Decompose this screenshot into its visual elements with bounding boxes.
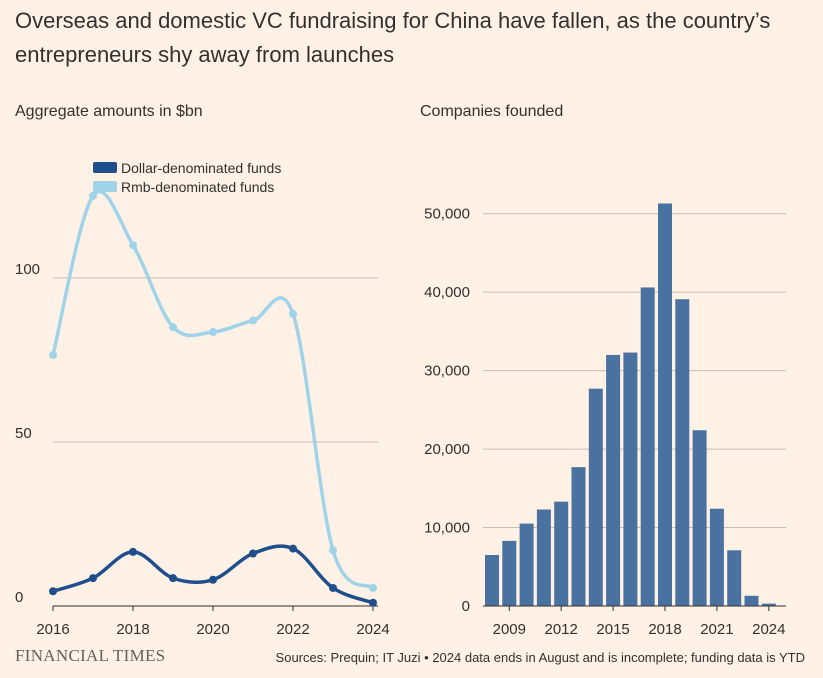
data-point-dollar	[209, 575, 217, 584]
bar	[536, 509, 551, 606]
data-point-dollar	[289, 544, 297, 553]
y-tick-label-right: 20,000	[424, 441, 470, 458]
bar	[744, 595, 759, 606]
x-tick-label-left: 2022	[276, 621, 309, 638]
data-point-dollar	[169, 574, 177, 583]
source-note: Sources: Prequin; IT Juzi • 2024 data en…	[275, 650, 805, 665]
left-line-chart: 0 50 100 2016 2018 2020 2022 2024	[15, 190, 390, 638]
data-point-dollar	[49, 587, 57, 596]
series-line-rmb	[51, 190, 375, 590]
legend-swatch-dollar	[93, 162, 117, 173]
bar	[606, 354, 621, 606]
bar	[709, 508, 724, 606]
data-point-dollar	[369, 598, 377, 607]
chart-title: Overseas and domestic VC fundraising for…	[15, 8, 771, 67]
x-tick-label-right: 2015	[596, 621, 629, 638]
x-tick-label-right: 2018	[648, 621, 681, 638]
data-point-dollar	[89, 574, 97, 583]
data-point-rmb	[369, 583, 377, 592]
bar	[623, 352, 638, 606]
left-chart-subtitle: Aggregate amounts in $bn	[15, 103, 203, 120]
series-line-dollar	[51, 544, 375, 605]
bar	[675, 299, 690, 606]
bar	[727, 550, 742, 606]
legend-item-dollar: Dollar-denominated funds	[93, 158, 281, 177]
x-tick-label-left: 2018	[116, 621, 149, 638]
y-tick-label-left: 0	[15, 589, 23, 606]
data-point-dollar	[249, 549, 257, 558]
data-point-rmb	[209, 328, 217, 337]
right-bar-chart: 0 10,000 20,000 30,000 40,000 50,000 2009 2012 2…	[424, 203, 786, 638]
bar	[485, 555, 499, 606]
y-tick-label-right: 10,000	[424, 520, 470, 537]
data-point-dollar	[329, 583, 337, 592]
data-point-rmb	[169, 323, 177, 332]
brand-logo: FINANCIAL TIMES	[15, 646, 166, 665]
bar	[658, 203, 672, 606]
y-tick-label-left: 50	[15, 425, 32, 442]
bar	[554, 501, 569, 606]
data-point-rmb	[129, 241, 137, 250]
bar	[692, 430, 707, 606]
data-point-rmb	[89, 191, 97, 200]
legend-label-rmb: Rmb-denominated funds	[121, 178, 275, 195]
data-point-rmb	[249, 316, 257, 325]
bar	[588, 388, 603, 606]
x-tick-label-left: 2024	[356, 621, 389, 638]
x-tick-label-right: 2012	[545, 621, 578, 638]
legend-item-rmb: Rmb-denominated funds	[93, 177, 281, 196]
legend-swatch-rmb	[93, 181, 117, 192]
data-point-rmb	[49, 350, 57, 359]
right-chart-subtitle: Companies founded	[420, 103, 564, 120]
x-tick-label-right: 2021	[700, 621, 733, 638]
bar	[571, 467, 586, 606]
bar	[640, 287, 655, 606]
bar	[502, 540, 517, 606]
x-tick-label-left: 2016	[36, 621, 69, 638]
y-tick-label-right: 50,000	[424, 206, 470, 223]
legend: Dollar-denominated funds Rmb-denominated…	[93, 158, 281, 196]
data-point-rmb	[329, 546, 337, 555]
x-tick-label-right: 2009	[493, 621, 526, 638]
data-point-dollar	[129, 547, 137, 556]
y-tick-label-right: 0	[462, 598, 470, 615]
bar	[519, 523, 534, 606]
x-tick-label-right: 2024	[752, 621, 785, 638]
y-tick-label-right: 30,000	[424, 363, 470, 380]
data-point-rmb	[289, 309, 297, 318]
x-tick-label-left: 2020	[196, 621, 229, 638]
legend-label-dollar: Dollar-denominated funds	[121, 159, 282, 176]
y-tick-label-right: 40,000	[424, 284, 470, 301]
y-tick-label-left: 100	[15, 261, 40, 278]
bar	[761, 603, 776, 606]
